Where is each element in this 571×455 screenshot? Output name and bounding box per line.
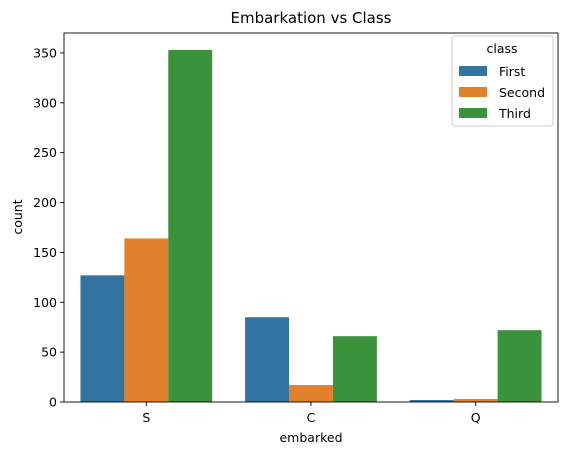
legend: class First Second Third [451, 35, 554, 127]
legend-frame [451, 35, 554, 127]
legend-label-third: Third [498, 106, 531, 121]
y-tick-label: 50 [41, 345, 57, 360]
legend-items: First Second Third [459, 64, 545, 121]
bar-S-third [168, 49, 213, 402]
bar-S-second [124, 238, 169, 402]
bar-S-first [80, 275, 125, 402]
plot-frame [63, 32, 559, 403]
bar-C-third [332, 336, 377, 402]
y-tick-label: 350 [33, 45, 57, 60]
bars [80, 49, 542, 402]
bar-C-second [289, 385, 333, 402]
y-tick-label: 150 [33, 245, 57, 260]
y-tick-label: 100 [33, 295, 57, 310]
legend-swatch-second [459, 87, 487, 97]
legend-label-second: Second [499, 85, 545, 100]
y-axis: 0 50 100 150 200 250 300 350 [33, 45, 64, 410]
x-tick-label: Q [471, 410, 481, 425]
x-tick-label: C [307, 410, 316, 425]
chart-title: Embarkation vs Class [230, 9, 391, 27]
y-tick-label: 250 [33, 145, 57, 160]
x-tick-label: S [142, 410, 150, 425]
legend-label-first: First [499, 64, 525, 79]
legend-title: class [486, 41, 517, 56]
y-tick-label: 0 [49, 395, 57, 410]
y-axis-label: count [10, 199, 25, 234]
bar-C-first [245, 317, 290, 402]
bar-Q-third [497, 330, 542, 402]
bar-Q-second [453, 399, 498, 402]
x-axis-label: embarked [279, 430, 342, 445]
legend-swatch-first [459, 66, 487, 76]
y-tick-label: 200 [33, 195, 57, 210]
y-tick-label: 300 [33, 95, 57, 110]
legend-swatch-third [459, 108, 487, 118]
bar-Q-first [409, 400, 454, 402]
